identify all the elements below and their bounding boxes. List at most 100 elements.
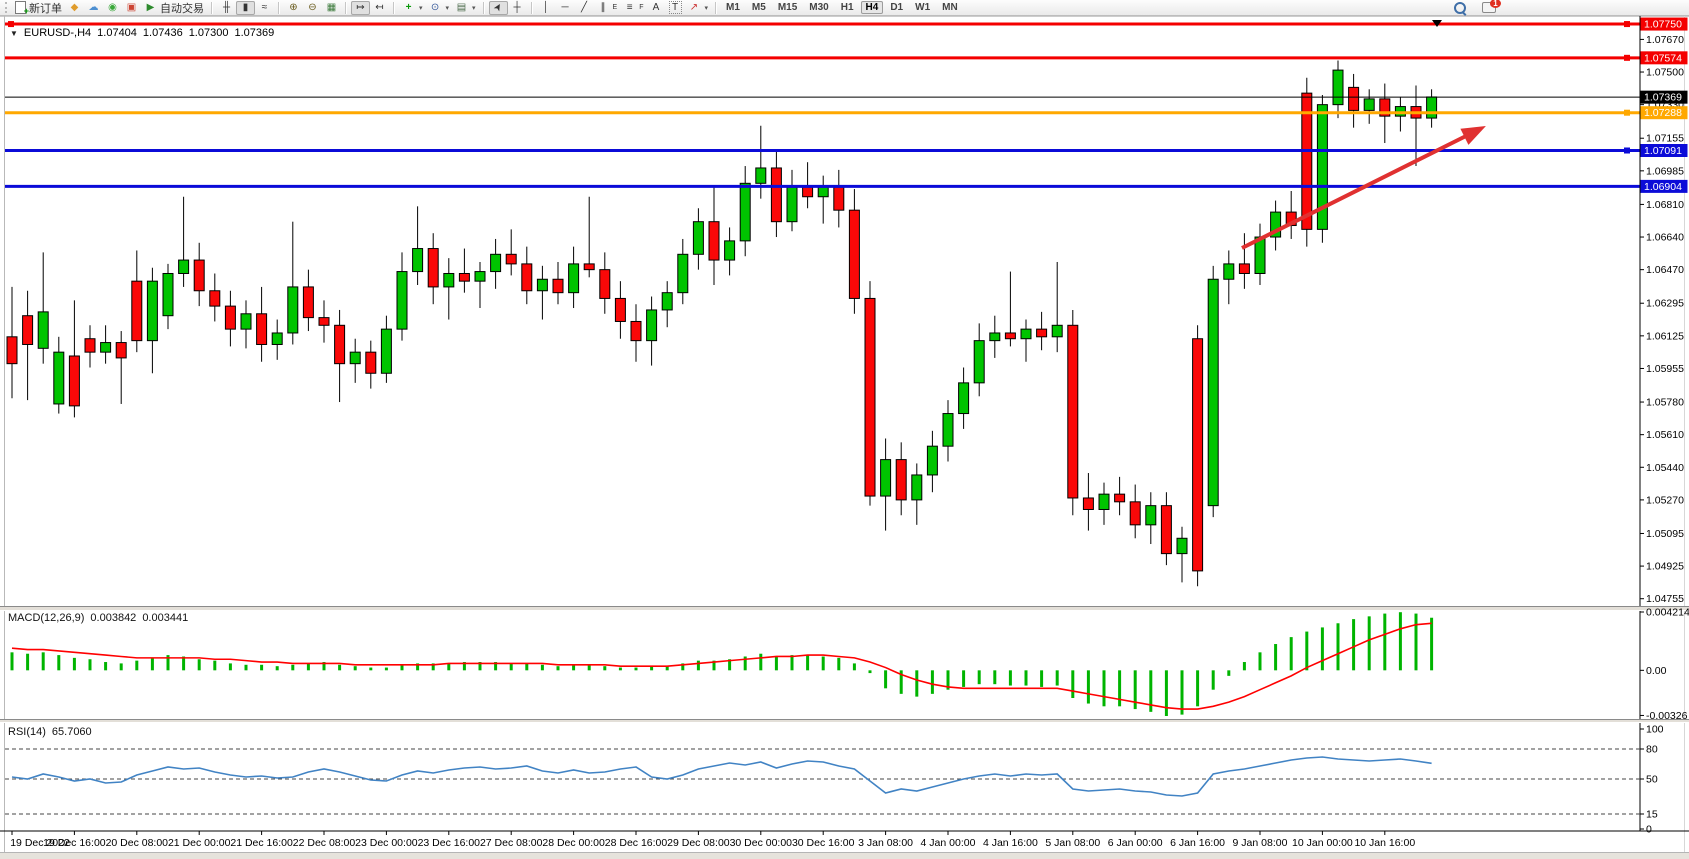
tab-timeframe-M1[interactable]: M1 [726,2,740,13]
notifications-button[interactable]: 1 [1479,0,1501,15]
toolbar-separator [715,1,718,14]
svg-text:1.07155: 1.07155 [1646,133,1684,145]
toolbar-separator [278,1,280,14]
new-order-label: 新订单 [29,2,62,15]
rsi-panel-surface[interactable] [5,723,1640,830]
arrows-icon: ↗ [689,2,699,13]
svg-text:10 Jan 00:00: 10 Jan 00:00 [1292,837,1353,849]
main-chart-surface[interactable] [5,17,1640,606]
svg-text:21 Dec 16:00: 21 Dec 16:00 [230,837,293,849]
svg-text:1.06125: 1.06125 [1646,330,1684,342]
tab-timeframe-MN[interactable]: MN [942,2,958,13]
svg-text:50: 50 [1646,774,1658,786]
timeframe-group: M1 M5 M15 M30 H1 H4 D1 W1 MN [721,1,963,14]
community-button[interactable]: ☁ [84,1,103,15]
tab-timeframe-M30[interactable]: M30 [809,2,829,13]
clock-icon: ⊙ [430,2,440,13]
trendline-icon: ╱ [581,2,588,13]
search-button[interactable] [1451,1,1469,15]
line-chart-button[interactable]: ≈ [255,1,274,15]
svg-text:21 Dec 00:00: 21 Dec 00:00 [168,837,231,849]
price-axis[interactable] [1640,17,1689,831]
candlestick-chart-button[interactable]: ▮ [236,0,255,15]
chart-menu-icon[interactable]: ▼ [10,28,18,38]
toolbar-separator [482,1,485,14]
svg-text:4 Jan 00:00: 4 Jan 00:00 [921,837,976,849]
time-axis[interactable] [0,832,1640,852]
toolbar-grip [5,2,9,13]
autotrading-button[interactable]: ▶ 自动交易 [141,1,207,15]
tab-timeframe-M5[interactable]: M5 [751,2,766,13]
svg-text:-0.00326: -0.00326 [1646,710,1688,722]
channel-tool-button[interactable]: ∥ E [594,1,621,15]
svg-text:100: 100 [1646,724,1664,736]
rsi-panel-label: RSI(14) 65.7060 [8,726,92,738]
auto-scroll-icon: ↦ [356,2,365,13]
mql5-community-icon: ☁ [88,2,99,13]
cursor-icon: ➤ [491,1,505,14]
toolbar-separator [211,1,213,14]
svg-text:30 Dec 00:00: 30 Dec 00:00 [730,837,793,849]
macd-panel-surface[interactable] [5,611,1640,719]
svg-text:6 Jan 16:00: 6 Jan 16:00 [1170,837,1225,849]
bar-chart-icon: ╫ [222,2,231,13]
tab-timeframe-D1[interactable]: D1 [890,2,904,13]
open-value: 1.07404 [97,27,137,39]
svg-text:1.05610: 1.05610 [1646,429,1684,441]
period-button[interactable]: ⊙ ▾ [426,1,453,15]
auto-scroll-button[interactable]: ↦ [351,0,370,15]
svg-text:1.07500: 1.07500 [1646,67,1684,79]
svg-text:4 Jan 16:00: 4 Jan 16:00 [983,837,1038,849]
trendline-tool-button[interactable]: ╱ [575,1,594,15]
zoom-out-button[interactable]: ⊖ [303,1,322,15]
chart-shift-icon: ↤ [375,2,384,13]
toolbar-separator [345,1,347,14]
arrows-tool-button[interactable]: ↗ ▾ [685,1,712,15]
svg-text:1.05780: 1.05780 [1646,397,1684,409]
signals-button[interactable]: ◉ [103,1,122,15]
text-label-tool-button[interactable]: T [666,1,685,15]
tab-timeframe-W1[interactable]: W1 [915,2,931,13]
main-toolbar: + 新订单 ◆ ☁ ◉ ▣ ▶ 自动交易 ╫ ▮ ≈ ⊕ ⊖ ▦ ↦ ↤ + ▾ … [0,0,1689,16]
horizontal-line-tool-button[interactable]: ─ [556,1,575,15]
svg-text:1.05095: 1.05095 [1646,528,1684,540]
crosshair-tool-button[interactable]: ┼ [508,1,527,15]
svg-text:80: 80 [1646,744,1658,756]
vertical-line-tool-button[interactable]: │ [537,1,556,15]
tab-timeframe-M15[interactable]: M15 [777,2,798,13]
template-button[interactable]: ▤ ▾ [452,1,479,15]
tab-timeframe-H1[interactable]: H1 [840,2,854,13]
chevron-down-icon: ▾ [472,4,476,12]
svg-text:15: 15 [1646,809,1658,821]
signals-icon: ◉ [108,2,117,13]
fibo-tag: F [639,4,644,11]
svg-text:1.07574: 1.07574 [1644,52,1682,64]
close-value: 1.07369 [234,27,275,39]
cursor-tool-button[interactable]: ➤ [488,0,508,15]
svg-text:1.07369: 1.07369 [1644,92,1682,104]
tab-timeframe-H4[interactable]: H4 [860,1,884,14]
zoom-in-button[interactable]: ⊕ [284,1,303,15]
svg-text:23 Dec 00:00: 23 Dec 00:00 [355,837,418,849]
toolbar-separator [393,1,395,14]
text-tool-button[interactable]: A [647,1,666,15]
svg-text:10 Jan 16:00: 10 Jan 16:00 [1354,837,1415,849]
add-indicator-button[interactable]: + ▾ [399,1,426,15]
toolbar-separator [530,1,533,14]
low-value: 1.07300 [188,27,229,39]
market-button[interactable]: ▣ [122,1,141,15]
macd-panel-label: MACD(12,26,9) 0.003842 0.003441 [8,612,188,624]
svg-text:1.06470: 1.06470 [1646,264,1684,276]
tile-windows-button[interactable]: ▦ [322,1,341,15]
chart-shift-button[interactable]: ↤ [370,1,389,15]
macd-signal-value: 0.003441 [142,612,189,624]
new-order-button[interactable]: + 新订单 [12,1,65,16]
tile-windows-icon: ▦ [326,2,337,13]
fibonacci-tool-button[interactable]: ≡ F [620,1,646,15]
search-icon [1454,1,1466,14]
bar-chart-button[interactable]: ╫ [217,1,236,15]
styler-button[interactable]: ◆ [65,1,84,15]
chevron-down-icon: ▾ [704,4,709,12]
market-icon: ▣ [126,2,137,13]
